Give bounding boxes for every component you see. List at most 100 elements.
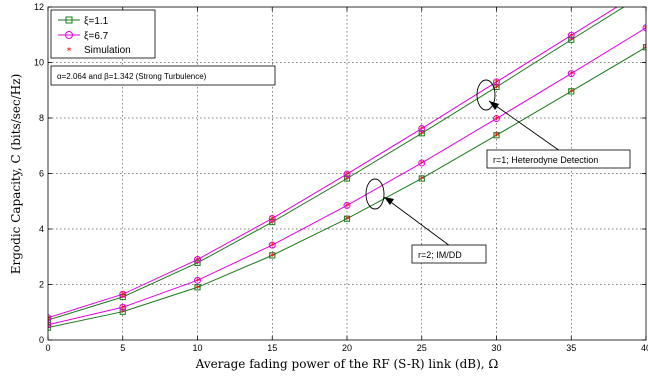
data-point-circle bbox=[268, 241, 276, 249]
simulation-point: * bbox=[419, 174, 424, 185]
data-point-circle bbox=[418, 159, 426, 167]
y-tick-label: 2 bbox=[39, 280, 44, 290]
data-point-square bbox=[119, 293, 126, 301]
simulation-point: * bbox=[419, 129, 424, 140]
data-point-square bbox=[194, 259, 201, 266]
data-point-square bbox=[194, 284, 201, 291]
legend: ξ=1.1 ξ=6.7 * Simulation bbox=[50, 9, 156, 59]
y-axis-label: Ergodic Capacity, C (bits/sec/Hz) bbox=[9, 74, 23, 275]
data-point-square bbox=[343, 215, 351, 222]
simulation-point: * bbox=[120, 290, 125, 301]
simulation-point: * bbox=[120, 303, 125, 314]
data-point-square bbox=[493, 132, 500, 139]
simulation-point: * bbox=[120, 293, 125, 304]
simulation-point: * bbox=[569, 31, 574, 42]
data-point-circle bbox=[48, 321, 52, 329]
x-tick-label: 30 bbox=[491, 343, 501, 353]
star-icon: * bbox=[67, 46, 72, 57]
x-axis-label: Average fading power of the RF (S-R) lin… bbox=[195, 357, 499, 371]
y-tick-label: 8 bbox=[39, 113, 44, 123]
legend-box bbox=[50, 9, 156, 59]
legend-entry-xi-1-1: ξ=1.1 bbox=[58, 16, 109, 27]
data-point-square bbox=[269, 252, 276, 259]
data-point-square bbox=[343, 175, 351, 182]
data-point-circle bbox=[567, 31, 575, 39]
axis-ticks: 0 5 10 15 20 25 30 35 40 0 2 4 6 8 10 12 bbox=[34, 2, 648, 353]
data-point-circle bbox=[418, 125, 426, 133]
x-tick-label: 35 bbox=[566, 343, 576, 353]
data-point-circle bbox=[48, 314, 52, 322]
parameter-annotation: α=2.064 and β=1.342 (Strong Turbulence) bbox=[50, 65, 276, 86]
simulation-point: * bbox=[270, 214, 275, 225]
simulation-point: * bbox=[46, 321, 51, 332]
simulation-point: * bbox=[270, 251, 275, 262]
legend-label-xi-6-7: ξ=6.7 bbox=[84, 31, 109, 42]
legend-label-simulation: Simulation bbox=[84, 45, 131, 56]
simulation-point: * bbox=[569, 36, 574, 47]
arrow-icon bbox=[489, 101, 499, 110]
simulation-point: * bbox=[195, 259, 200, 270]
simulation-point: * bbox=[270, 241, 275, 252]
x-tick-label: 20 bbox=[342, 343, 352, 353]
data-point-square bbox=[418, 130, 425, 137]
legend-label-xi-1-1: ξ=1.1 bbox=[84, 16, 109, 27]
x-tick-label: 0 bbox=[45, 343, 50, 353]
data-point-square bbox=[568, 36, 575, 43]
simulation-point: * bbox=[195, 283, 200, 294]
parameter-text: α=2.064 and β=1.342 (Strong Turbulence) bbox=[57, 72, 207, 81]
simulation-point: * bbox=[345, 174, 350, 185]
simulation-point: * bbox=[46, 314, 51, 325]
simulation-point: * bbox=[569, 87, 574, 98]
data-point-circle bbox=[194, 256, 201, 264]
heterodyne-label: r=1; Heterodyne Detection bbox=[493, 155, 598, 165]
data-point-circle bbox=[194, 276, 201, 284]
data-point-circle bbox=[119, 303, 127, 311]
data-point-circle bbox=[343, 201, 351, 209]
simulation-point: * bbox=[270, 218, 275, 229]
series-lines bbox=[48, 7, 646, 329]
simulation-point: * bbox=[419, 125, 424, 136]
x-tick-label: 15 bbox=[267, 343, 277, 353]
data-point-circle bbox=[493, 115, 500, 123]
heterodyne-annotation: r=1; Heterodyne Detection bbox=[476, 79, 631, 169]
simulation-point: * bbox=[345, 215, 350, 226]
simulation-point: * bbox=[419, 159, 424, 170]
data-point-circle bbox=[343, 170, 351, 178]
simulation-point: * bbox=[120, 308, 125, 319]
legend-entry-xi-6-7: ξ=6.7 bbox=[58, 31, 109, 42]
data-point-square bbox=[269, 218, 276, 226]
simulation-point: * bbox=[46, 324, 51, 335]
simulation-point: * bbox=[195, 276, 200, 287]
y-tick-label: 0 bbox=[39, 335, 44, 345]
simulation-point: * bbox=[494, 115, 499, 126]
series-line-2 bbox=[48, 46, 646, 329]
simulation-point: * bbox=[345, 170, 350, 181]
data-point-circle bbox=[567, 70, 575, 78]
data-point-circle bbox=[493, 78, 500, 86]
x-tick-label: 5 bbox=[120, 343, 125, 353]
simulation-point: * bbox=[494, 78, 499, 89]
y-tick-label: 6 bbox=[39, 169, 44, 179]
data-point-circle bbox=[268, 214, 276, 222]
series-markers: ************************************ bbox=[46, 24, 648, 335]
x-tick-label: 40 bbox=[641, 343, 648, 353]
simulation-point: * bbox=[494, 131, 499, 142]
legend-entry-simulation: * Simulation bbox=[67, 45, 131, 57]
simulation-point: * bbox=[569, 70, 574, 81]
imdd-label: r=2; IM/DD bbox=[418, 250, 462, 260]
series-line-0 bbox=[48, 7, 625, 321]
data-point-circle bbox=[119, 290, 127, 298]
x-tick-label: 10 bbox=[192, 343, 202, 353]
simulation-point: * bbox=[345, 201, 350, 212]
y-tick-label: 12 bbox=[34, 2, 44, 12]
heterodyne-ellipse bbox=[476, 79, 496, 111]
y-tick-label: 10 bbox=[34, 58, 44, 68]
imdd-ellipse bbox=[365, 178, 385, 210]
simulation-point: * bbox=[644, 43, 648, 54]
series-line-3 bbox=[48, 27, 646, 326]
series-line-1 bbox=[48, 7, 618, 319]
x-tick-label: 25 bbox=[417, 343, 427, 353]
arrow-icon bbox=[384, 197, 394, 205]
simulation-point: * bbox=[644, 24, 648, 35]
